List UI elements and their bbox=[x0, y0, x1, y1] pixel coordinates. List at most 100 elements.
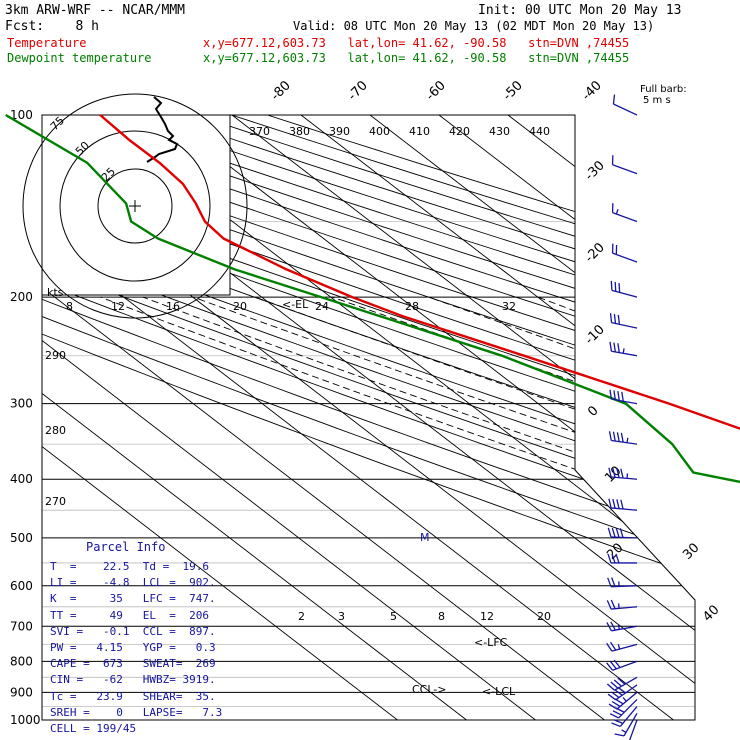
dry-adiabat-line bbox=[42, 115, 695, 720]
wind-barb-feather bbox=[612, 498, 616, 509]
wind-barb-staff bbox=[612, 660, 638, 671]
dry-adiabat-line bbox=[42, 115, 695, 720]
wind-barb-legend-bottom: 5 m s bbox=[643, 95, 671, 106]
hodograph-ring bbox=[22, 93, 248, 319]
wind-barb-feather bbox=[613, 679, 622, 687]
wind-barb-feather bbox=[607, 553, 612, 564]
wind-barb-feather bbox=[609, 661, 617, 670]
dry-adiabat-line bbox=[42, 115, 695, 720]
wind-barb-feather bbox=[608, 431, 612, 441]
level-annotation: M bbox=[420, 531, 430, 544]
wind-barb-staff bbox=[615, 684, 638, 701]
wind-barb-staff bbox=[611, 289, 638, 298]
wind-barb-feather bbox=[606, 683, 615, 691]
wind-barb-feather bbox=[609, 713, 619, 719]
wind-barb-staff bbox=[629, 719, 638, 740]
isotherm-label: 40 bbox=[700, 603, 722, 625]
dry-adiabat-line bbox=[42, 115, 695, 720]
isotherm-label: -10 bbox=[582, 322, 608, 348]
isotherm-label: -20 bbox=[582, 240, 608, 266]
wind-barb-feather bbox=[607, 577, 612, 587]
isotherm-label: -60 bbox=[423, 78, 449, 104]
dry-adiabat-line bbox=[42, 115, 695, 720]
wind-barb-feather bbox=[616, 499, 620, 509]
theta-e-label: 400 bbox=[369, 125, 390, 138]
pressure-label: 700 bbox=[10, 619, 33, 633]
isotherm-label: -50 bbox=[500, 78, 526, 104]
dry-adiabat-line bbox=[267, 115, 695, 720]
wind-barb-feather bbox=[608, 498, 612, 509]
wind-barb-feather bbox=[613, 342, 616, 353]
wind-barb-staff bbox=[611, 507, 638, 511]
isotherm-label: 10 bbox=[602, 464, 624, 486]
wind-barb-staff bbox=[612, 164, 638, 175]
parcel-info-row: TT = 49 EL = 206 bbox=[50, 608, 209, 622]
pressure-label: 400 bbox=[10, 472, 33, 486]
mixing-ratio-label-upper: 8 bbox=[66, 300, 73, 313]
mixing-ratio-label-lower: 3 bbox=[338, 610, 345, 623]
theta-label: 270 bbox=[45, 495, 66, 508]
wind-barb-feather bbox=[610, 691, 620, 699]
forecast-hour: Fcst: 8 h bbox=[5, 19, 99, 34]
parcel-info-row: T = 22.5 Td = 19.6 bbox=[50, 560, 209, 573]
wind-barb-feather bbox=[614, 281, 617, 292]
wind-barb-staff bbox=[611, 625, 638, 632]
theta-e-label: 440 bbox=[529, 125, 550, 138]
wind-barb-feather bbox=[617, 314, 621, 325]
isotherm-line bbox=[300, 115, 695, 720]
wind-barb-feather bbox=[620, 432, 624, 443]
wind-barb-staff bbox=[612, 252, 638, 263]
wind-barb-feather bbox=[606, 662, 614, 671]
wind-barb-feather bbox=[610, 599, 616, 609]
pressure-label: 300 bbox=[10, 397, 33, 411]
wind-barb-staff bbox=[613, 103, 638, 116]
wind-barb-feather bbox=[610, 621, 616, 631]
pressure-label: 800 bbox=[10, 654, 33, 668]
isotherm-line bbox=[715, 115, 740, 720]
wind-barb-feather bbox=[606, 642, 613, 652]
mixing-ratio-label-upper: 12 bbox=[111, 300, 125, 313]
parcel-info-panel: Parcel Info T = 22.5 Td = 19.6 LI = -4.8 … bbox=[40, 536, 230, 740]
wind-barb-half-feather bbox=[622, 697, 627, 702]
wind-barb-staff bbox=[611, 322, 638, 329]
wind-barb-feather bbox=[611, 527, 616, 538]
theta-e-label: 430 bbox=[489, 125, 510, 138]
dry-adiabat-line bbox=[42, 115, 695, 720]
parcel-info-row: CIN = -62 HWBZ= 3919. bbox=[50, 673, 216, 687]
wind-barb-feather bbox=[616, 468, 620, 478]
wind-barb-feather bbox=[612, 94, 616, 105]
wind-barb-feather bbox=[619, 528, 624, 538]
dry-adiabat-line bbox=[195, 115, 695, 720]
wind-barb-feather bbox=[615, 553, 620, 564]
wind-barb-feather bbox=[616, 432, 620, 442]
wind-barb-staff bbox=[611, 439, 638, 445]
mixing-ratio-label-lower: 5 bbox=[390, 610, 397, 623]
wind-barb-feather bbox=[613, 659, 621, 668]
wind-barb-feather bbox=[620, 499, 624, 510]
wind-barb-feather bbox=[608, 467, 612, 478]
pressure-label: 500 bbox=[10, 531, 33, 545]
wind-barb-feather bbox=[612, 467, 616, 478]
wind-barb-feather bbox=[611, 577, 616, 587]
wind-barb-feather bbox=[613, 719, 624, 724]
dry-adiabat-line bbox=[42, 115, 695, 720]
theta-e-label: 390 bbox=[329, 125, 350, 138]
wind-barb-feather bbox=[611, 722, 621, 728]
pressure-label: 200 bbox=[10, 290, 33, 304]
temperature-legend: Temperature bbox=[7, 36, 87, 50]
parcel-info-row: SREH = 0 LAPSE= 7.3 bbox=[50, 705, 223, 719]
isotherm-line bbox=[438, 115, 695, 720]
isotherm-line bbox=[576, 115, 695, 720]
moist-adiabat-line bbox=[193, 296, 695, 720]
hodograph-units-label: kts bbox=[47, 286, 64, 299]
dry-adiabat-line bbox=[42, 115, 695, 720]
level-annotation: <-LCL bbox=[482, 685, 516, 698]
mixing-ratio-label-upper: 32 bbox=[502, 300, 516, 313]
wind-barb-feather bbox=[608, 703, 618, 710]
wind-barb-staff bbox=[616, 691, 638, 710]
wind-barb-staff bbox=[612, 212, 638, 223]
dry-adiabat-line bbox=[42, 115, 695, 720]
moist-adiabat-line bbox=[537, 296, 695, 720]
wind-barb-feather bbox=[613, 390, 616, 400]
level-annotation: <-EL bbox=[282, 298, 309, 311]
